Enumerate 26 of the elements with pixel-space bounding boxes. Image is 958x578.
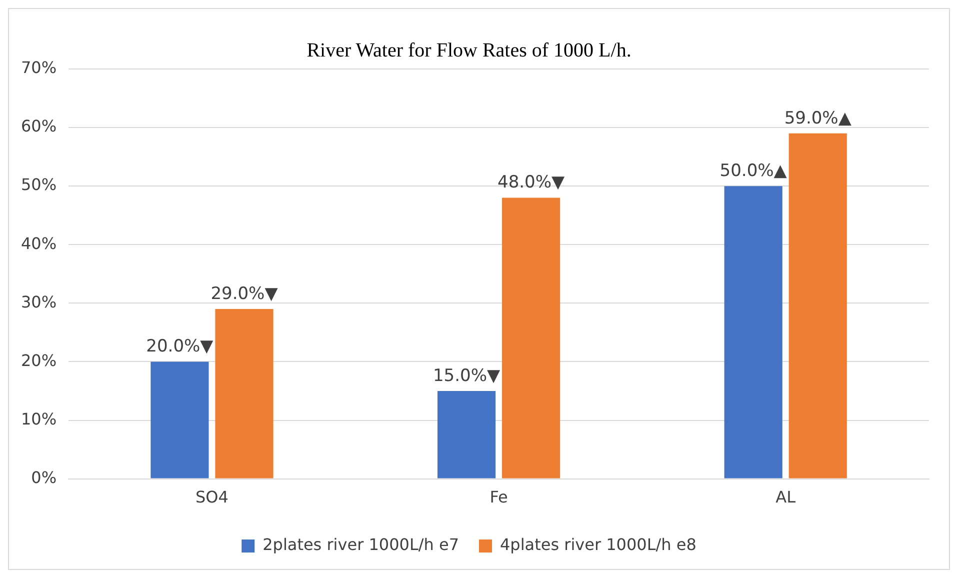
data-label: 59.0%▲: [784, 108, 852, 128]
data-label: 48.0%▼: [498, 172, 566, 193]
x-tick-label: AL: [776, 488, 796, 507]
data-label: 15.0%▼: [432, 366, 501, 386]
data-label: 20.0%▼: [146, 336, 214, 357]
x-tick-label: SO4: [196, 488, 228, 507]
bar: [788, 133, 847, 478]
data-label: 29.0%▼: [210, 284, 279, 304]
y-tick-label: 20%: [21, 350, 57, 370]
y-tick-label: 40%: [21, 234, 57, 253]
y-tick-label: 60%: [21, 116, 57, 136]
x-tick-label: Fe: [490, 488, 508, 507]
bar: [724, 186, 782, 478]
legend-label: 2plates river 1000L/h e7: [262, 535, 460, 554]
bar: [150, 362, 209, 478]
y-tick-label: 0%: [31, 468, 57, 487]
y-tick-label: 50%: [21, 175, 57, 194]
y-tick-label: 30%: [21, 292, 57, 312]
bar: [437, 390, 496, 478]
bar: [215, 309, 274, 478]
y-tick-label: 70%: [21, 58, 57, 78]
legend-label: 4plates river 1000L/h e8: [500, 535, 696, 554]
data-label: 50.0%▲: [720, 161, 788, 182]
bar: [502, 198, 560, 478]
chart-title: River Water for Flow Rates of 1000 L/h.: [306, 39, 632, 62]
y-tick-label: 10%: [21, 409, 57, 428]
